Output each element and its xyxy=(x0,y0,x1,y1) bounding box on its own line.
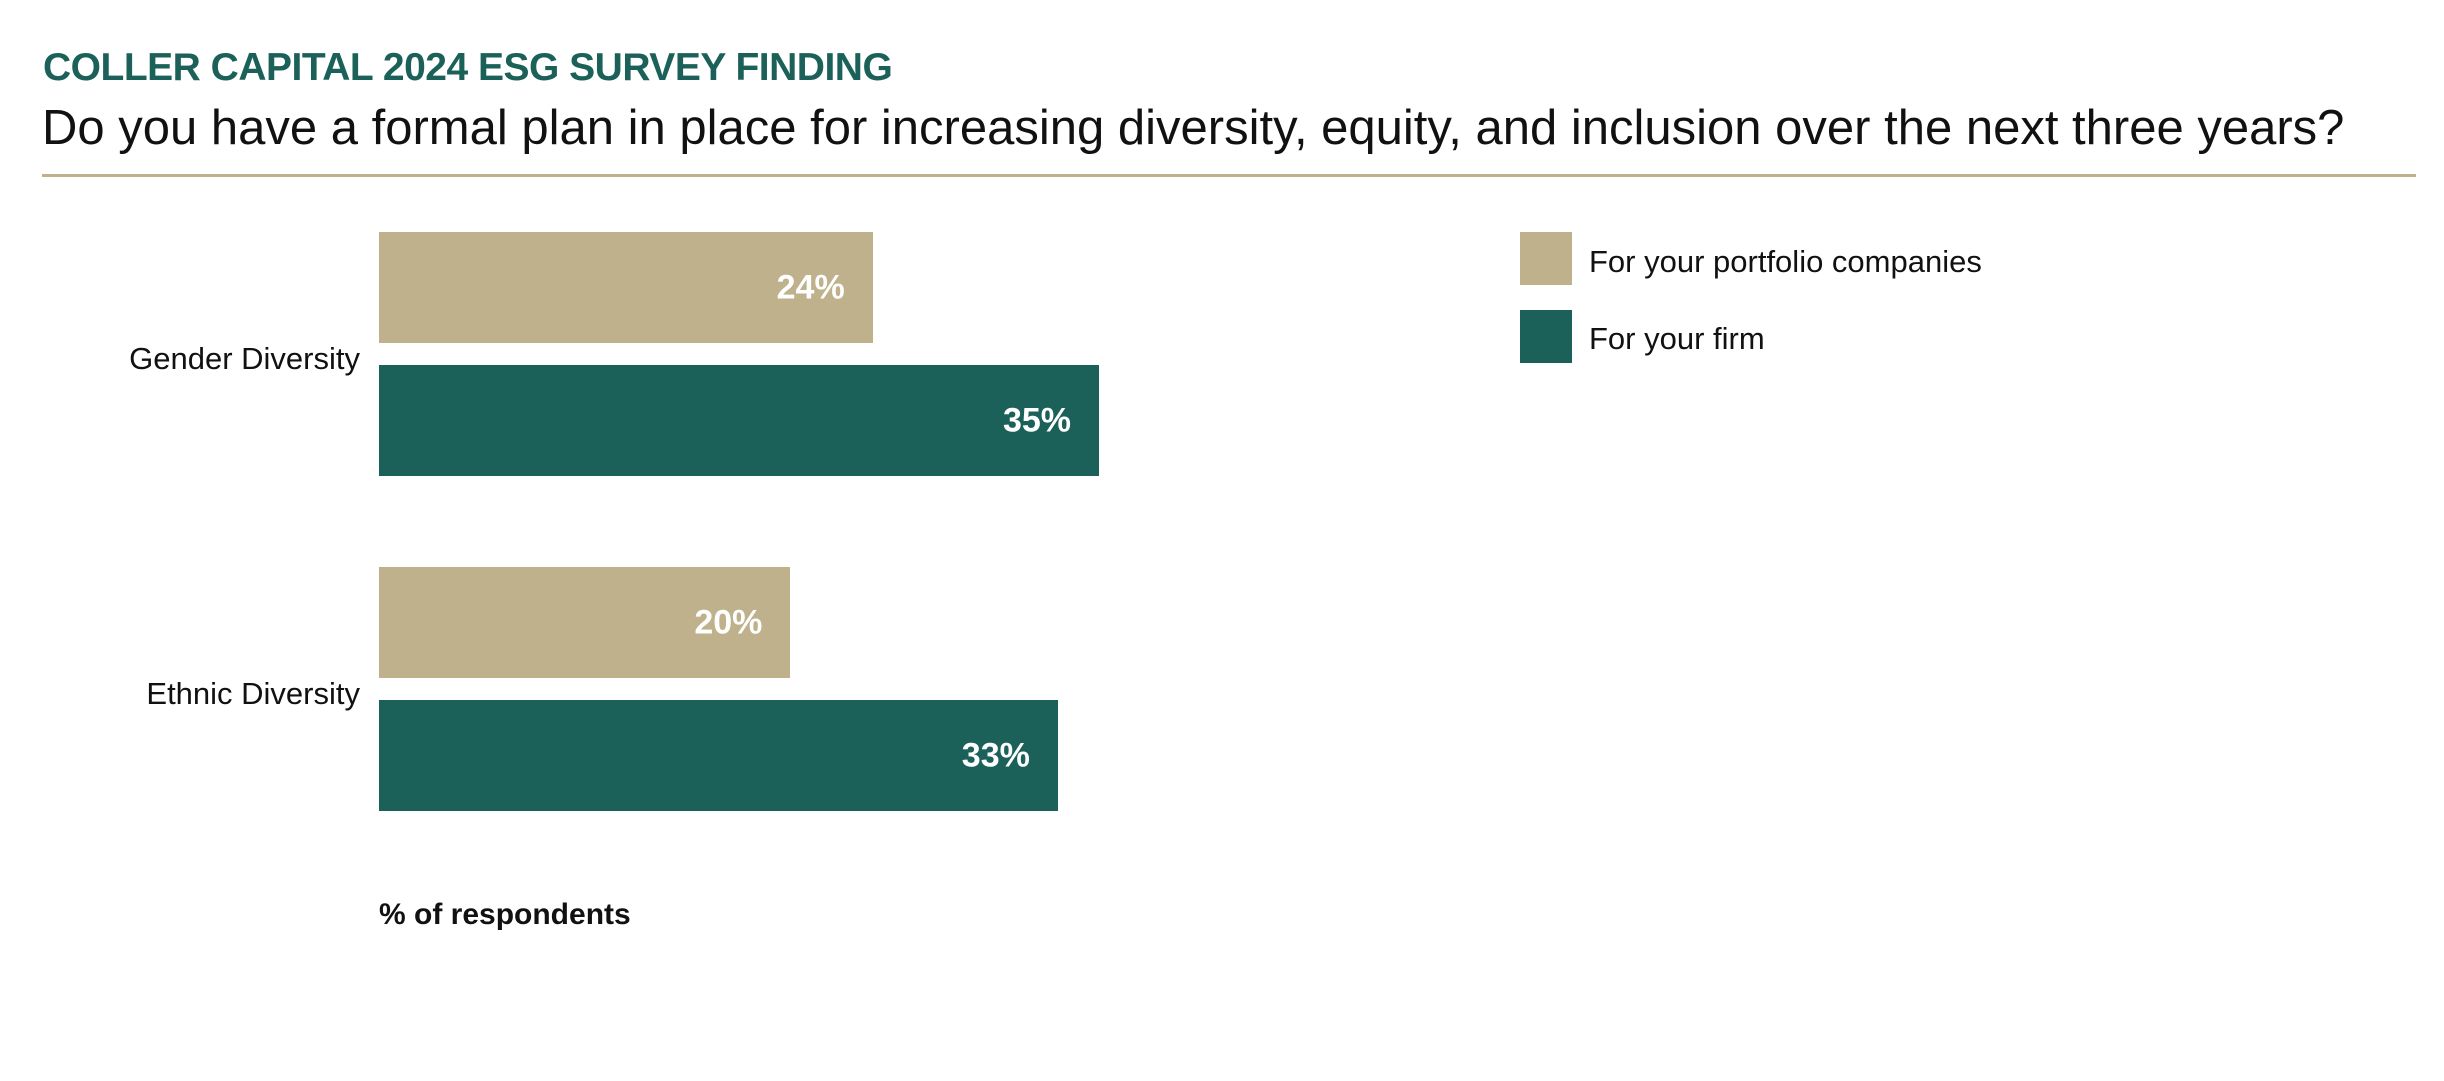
bar-gender-firm: 35% xyxy=(379,365,1099,476)
data-label: 35% xyxy=(1002,401,1071,439)
bar-gender-portfolio: 24% xyxy=(379,232,873,343)
legend-label-firm: For your firm xyxy=(1589,321,1765,356)
data-label: 33% xyxy=(961,736,1030,774)
category-label-gender: Gender Diversity xyxy=(129,341,360,376)
x-axis-label: % of respondents xyxy=(379,898,631,931)
chart-question-title: Do you have a formal plan in place for i… xyxy=(42,101,2345,155)
bar-ethnic-portfolio: 20% xyxy=(379,567,791,678)
legend-swatch-firm xyxy=(1520,310,1572,363)
legend-swatch-portfolio xyxy=(1520,232,1572,285)
title-divider xyxy=(42,174,2416,177)
data-label: 20% xyxy=(694,603,763,641)
data-label: 24% xyxy=(776,268,845,306)
bar-ethnic-firm: 33% xyxy=(379,700,1058,811)
category-label-ethnic: Ethnic Diversity xyxy=(146,676,360,711)
survey-kicker: COLLER CAPITAL 2024 ESG SURVEY FINDING xyxy=(43,46,893,89)
legend-label-portfolio: For your portfolio companies xyxy=(1589,244,1982,279)
